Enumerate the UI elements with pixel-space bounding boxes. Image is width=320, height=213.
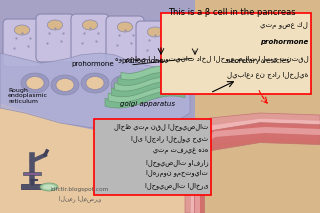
Text: الى الجدار الخلوي حيث: الى الجدار الخلوي حيث xyxy=(131,136,208,142)
Ellipse shape xyxy=(111,75,139,95)
Bar xyxy=(94,119,211,195)
FancyBboxPatch shape xyxy=(71,14,109,62)
Polygon shape xyxy=(0,0,195,133)
Ellipse shape xyxy=(146,82,164,95)
Ellipse shape xyxy=(237,69,259,87)
Text: prohormone: prohormone xyxy=(72,61,114,67)
Polygon shape xyxy=(105,88,185,108)
Bar xyxy=(25,173,39,174)
Ellipse shape xyxy=(26,76,44,89)
Text: يتم وضع كل: يتم وضع كل xyxy=(260,22,308,29)
Bar xyxy=(23,172,41,175)
Text: secretary vesicles: secretary vesicles xyxy=(227,58,289,64)
Text: ليباعد عن جدار الخلية: ليباعد عن جدار الخلية xyxy=(227,71,308,78)
Polygon shape xyxy=(121,66,169,80)
Text: prohormone: prohormone xyxy=(122,58,164,64)
Polygon shape xyxy=(0,73,185,213)
Text: هو يعطي البروتينات داخل الحويصلات التي تنتقل: هو يعطي البروتينات داخل الحويصلات التي ت… xyxy=(115,55,308,62)
Ellipse shape xyxy=(47,20,63,30)
Text: يتم تفريغ هذه: يتم تفريغ هذه xyxy=(153,147,208,154)
Ellipse shape xyxy=(251,78,269,92)
Polygon shape xyxy=(118,71,172,85)
Polygon shape xyxy=(108,84,182,102)
Text: الحويصلات وافراز: الحويصلات وافراز xyxy=(146,159,208,166)
Text: Rough
endoplasmic
reticulum: Rough endoplasmic reticulum xyxy=(8,88,48,104)
Ellipse shape xyxy=(147,27,163,37)
FancyBboxPatch shape xyxy=(3,19,41,67)
Ellipse shape xyxy=(40,183,58,191)
Ellipse shape xyxy=(43,184,55,190)
FancyBboxPatch shape xyxy=(106,16,144,64)
Text: النمر المصري: النمر المصري xyxy=(59,195,101,202)
Polygon shape xyxy=(195,123,320,213)
Ellipse shape xyxy=(82,20,98,30)
Ellipse shape xyxy=(51,75,79,95)
Ellipse shape xyxy=(56,79,74,92)
Ellipse shape xyxy=(250,59,266,71)
Polygon shape xyxy=(111,79,179,97)
Ellipse shape xyxy=(81,73,109,93)
FancyBboxPatch shape xyxy=(136,21,174,69)
Text: idfctlr.blogspot.com: idfctlr.blogspot.com xyxy=(51,187,109,192)
Text: golgi apparatus: golgi apparatus xyxy=(121,101,175,107)
Polygon shape xyxy=(115,75,175,91)
Bar xyxy=(161,13,311,94)
Polygon shape xyxy=(0,53,190,131)
Text: لاحظ يتم نقل الحويصلات: لاحظ يتم نقل الحويصلات xyxy=(114,124,208,131)
FancyBboxPatch shape xyxy=(36,14,74,62)
Polygon shape xyxy=(185,113,320,213)
Ellipse shape xyxy=(21,73,49,93)
Ellipse shape xyxy=(263,63,276,73)
Ellipse shape xyxy=(86,76,104,89)
Ellipse shape xyxy=(14,25,30,35)
Ellipse shape xyxy=(116,79,134,92)
Text: prohormone: prohormone xyxy=(260,39,308,45)
Ellipse shape xyxy=(247,67,263,79)
Text: الحويصلات الاخرى: الحويصلات الاخرى xyxy=(145,182,208,189)
Ellipse shape xyxy=(117,22,133,32)
Bar xyxy=(21,184,49,189)
Ellipse shape xyxy=(141,78,169,98)
Text: الهرمون ومحتويات: الهرمون ومحتويات xyxy=(146,170,208,177)
Polygon shape xyxy=(190,118,320,213)
Text: This is a β cell in the pancreas: This is a β cell in the pancreas xyxy=(168,8,296,17)
Polygon shape xyxy=(195,127,320,213)
Ellipse shape xyxy=(255,68,275,84)
